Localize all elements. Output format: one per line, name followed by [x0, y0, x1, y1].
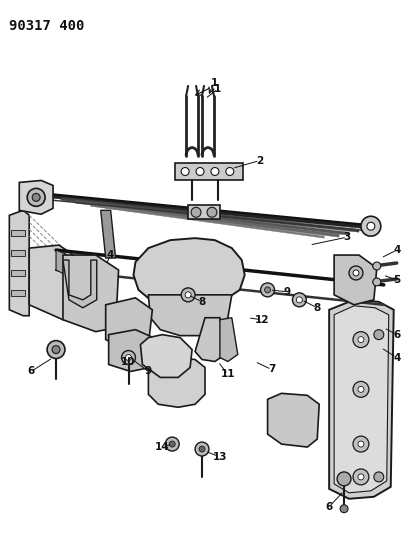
Circle shape	[296, 297, 301, 303]
Circle shape	[352, 332, 368, 348]
Circle shape	[264, 287, 270, 293]
Polygon shape	[333, 306, 388, 493]
Polygon shape	[106, 206, 324, 238]
Circle shape	[348, 266, 362, 280]
Text: 13: 13	[212, 452, 227, 462]
Text: 4: 4	[392, 352, 400, 362]
Text: 6: 6	[392, 329, 399, 340]
Text: 12: 12	[254, 314, 268, 325]
Circle shape	[357, 474, 363, 480]
Text: 8: 8	[313, 303, 320, 313]
Polygon shape	[133, 238, 244, 306]
Circle shape	[181, 288, 195, 302]
Polygon shape	[9, 211, 29, 316]
Circle shape	[165, 437, 179, 451]
Circle shape	[207, 207, 216, 217]
Circle shape	[52, 345, 60, 353]
Text: 1: 1	[214, 84, 221, 94]
Polygon shape	[148, 295, 231, 336]
Polygon shape	[333, 255, 376, 305]
Text: 1: 1	[211, 78, 218, 88]
Text: 5: 5	[392, 275, 399, 285]
Circle shape	[339, 505, 347, 513]
Text: 4: 4	[392, 245, 400, 255]
Polygon shape	[101, 211, 115, 258]
Text: 4: 4	[107, 250, 114, 260]
Circle shape	[198, 446, 204, 452]
Circle shape	[372, 278, 380, 286]
Polygon shape	[76, 200, 348, 235]
Polygon shape	[56, 250, 66, 275]
Circle shape	[181, 167, 189, 175]
Circle shape	[373, 330, 383, 340]
Circle shape	[357, 337, 363, 343]
Circle shape	[185, 292, 191, 298]
Text: 8: 8	[198, 297, 205, 307]
Bar	[11, 250, 25, 256]
Polygon shape	[148, 358, 204, 407]
Circle shape	[260, 283, 274, 297]
Text: 7: 7	[267, 365, 274, 375]
Circle shape	[352, 469, 368, 485]
Circle shape	[225, 167, 233, 175]
Polygon shape	[19, 181, 53, 214]
Circle shape	[121, 351, 135, 365]
Circle shape	[352, 382, 368, 397]
Polygon shape	[140, 335, 192, 377]
Circle shape	[360, 216, 380, 236]
Polygon shape	[90, 203, 338, 237]
Circle shape	[373, 472, 383, 482]
Circle shape	[27, 188, 45, 206]
Circle shape	[357, 386, 363, 392]
Circle shape	[292, 293, 306, 307]
Circle shape	[32, 193, 40, 201]
Polygon shape	[63, 260, 97, 308]
Circle shape	[211, 167, 218, 175]
Polygon shape	[195, 318, 224, 361]
Bar	[175, 163, 242, 181]
Circle shape	[352, 270, 358, 276]
Text: 6: 6	[325, 502, 332, 512]
Text: 6: 6	[27, 367, 35, 376]
Text: 11: 11	[220, 369, 234, 379]
Polygon shape	[108, 330, 153, 372]
Text: 10: 10	[121, 357, 135, 367]
Circle shape	[195, 442, 209, 456]
Polygon shape	[29, 245, 81, 320]
Polygon shape	[219, 318, 237, 361]
Circle shape	[196, 167, 204, 175]
Text: 14: 14	[155, 442, 169, 452]
Polygon shape	[267, 393, 319, 447]
Circle shape	[47, 341, 65, 359]
Text: 2: 2	[255, 156, 263, 166]
Polygon shape	[106, 298, 152, 350]
Polygon shape	[61, 197, 358, 232]
Text: 9: 9	[144, 367, 152, 376]
Text: 90317 400: 90317 400	[9, 19, 85, 33]
Text: 3: 3	[343, 232, 350, 242]
Circle shape	[352, 436, 368, 452]
Text: 9: 9	[283, 287, 290, 297]
Circle shape	[169, 441, 175, 447]
Bar	[11, 290, 25, 296]
Bar	[188, 205, 219, 219]
Circle shape	[125, 354, 131, 360]
Polygon shape	[33, 192, 370, 229]
Polygon shape	[63, 255, 118, 332]
Circle shape	[366, 222, 374, 230]
Circle shape	[191, 207, 200, 217]
Circle shape	[372, 262, 380, 270]
Circle shape	[336, 472, 350, 486]
Bar	[11, 230, 25, 236]
Polygon shape	[328, 300, 393, 499]
Bar	[11, 270, 25, 276]
Circle shape	[357, 441, 363, 447]
